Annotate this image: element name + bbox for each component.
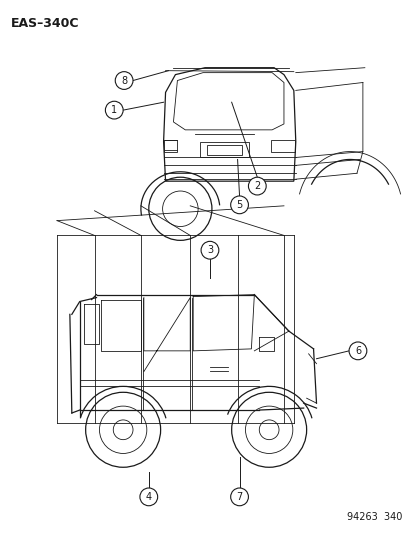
Text: 8: 8	[121, 76, 127, 85]
Circle shape	[248, 177, 266, 195]
Circle shape	[230, 488, 248, 506]
Text: 1: 1	[111, 105, 117, 115]
Text: 4: 4	[145, 492, 152, 502]
Circle shape	[348, 342, 366, 360]
Text: 94263  340: 94263 340	[346, 512, 401, 521]
Circle shape	[105, 101, 123, 119]
Text: 5: 5	[236, 200, 242, 210]
Circle shape	[115, 71, 133, 90]
Circle shape	[201, 241, 218, 259]
Text: 6: 6	[354, 346, 360, 356]
Bar	[271, 140, 294, 151]
Bar	[206, 144, 241, 155]
Circle shape	[230, 196, 248, 214]
Text: 2: 2	[254, 181, 260, 191]
Text: 3: 3	[206, 245, 213, 255]
Bar	[163, 140, 177, 151]
Bar	[199, 142, 249, 157]
Circle shape	[140, 488, 157, 506]
Text: 7: 7	[236, 492, 242, 502]
Text: EAS–340C: EAS–340C	[11, 18, 79, 30]
